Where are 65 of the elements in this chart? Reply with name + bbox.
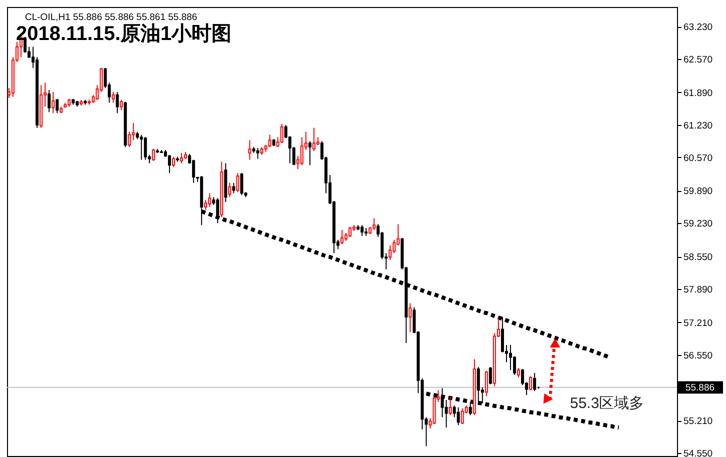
candlestick — [152, 148, 155, 162]
candlestick — [248, 140, 252, 160]
candlestick — [192, 159, 196, 184]
y-tick-label: 61.890 — [684, 88, 713, 99]
candlestick — [112, 91, 115, 104]
candlestick — [484, 370, 488, 397]
candlestick — [172, 156, 175, 168]
candlestick — [488, 366, 492, 385]
candlestick — [280, 123, 284, 144]
ref-line-label: 55.886 — [685, 382, 715, 394]
candlestick — [228, 182, 232, 198]
y-tick-label: 57.890 — [684, 284, 713, 296]
candlestick — [521, 368, 524, 386]
candlestick — [56, 98, 59, 114]
y-tick-label: 57.210 — [684, 318, 713, 329]
candlestick — [208, 192, 212, 208]
y-tick-label: 56.550 — [684, 350, 713, 362]
candlestick — [444, 400, 448, 428]
candlestick — [392, 239, 396, 254]
candlestick — [144, 136, 147, 160]
candlestick — [168, 154, 171, 174]
candlestick — [468, 401, 472, 416]
candlestick — [180, 152, 184, 164]
y-tick-label: 60.570 — [684, 152, 713, 164]
candlestick — [408, 302, 412, 333]
candlestick — [388, 244, 392, 260]
candlestick — [308, 140, 312, 166]
candlestick — [340, 230, 344, 245]
candlestick — [204, 200, 208, 210]
candlestick — [240, 172, 244, 196]
candlestick — [140, 134, 143, 160]
y-tick-label: 59.890 — [684, 186, 713, 198]
candlestick — [513, 356, 516, 376]
candlestick — [312, 127, 316, 152]
candlestick — [456, 406, 460, 426]
candlestick — [128, 131, 131, 148]
y-tick-label: 63.230 — [684, 22, 713, 34]
y-tick-label: 61.230 — [684, 120, 713, 132]
candlestick — [120, 99, 123, 111]
candlestick — [533, 372, 536, 392]
y-tick-label: 62.570 — [684, 54, 713, 66]
candlestick — [360, 224, 364, 236]
candlestick — [300, 136, 304, 166]
candlestick — [52, 91, 55, 114]
candlestick — [529, 376, 532, 391]
candlestick — [48, 90, 51, 113]
candlestick — [460, 408, 464, 425]
candlestick — [256, 147, 260, 160]
candlestick — [268, 134, 272, 148]
candlestick — [372, 218, 376, 231]
candlestick — [448, 396, 452, 416]
text: 2018.11.15.原油1小时图 — [16, 23, 232, 45]
y-tick-label: 54.550 — [684, 448, 713, 457]
candlestick — [517, 368, 520, 378]
y-tick-label: 58.550 — [684, 252, 713, 264]
candlestick — [509, 344, 512, 371]
candlestick — [500, 316, 504, 353]
candlestick — [236, 172, 240, 193]
y-tick-label: 55.210 — [684, 416, 713, 428]
annotation: CL-OIL,H1 55.886 55.886 55.861 55.886 — [25, 12, 198, 23]
candlestick — [232, 182, 236, 194]
annotation: 55.3区域多 — [570, 395, 644, 412]
candlestick — [116, 91, 119, 114]
y-tick-label: 59.230 — [684, 218, 713, 230]
candlestick — [348, 226, 352, 238]
